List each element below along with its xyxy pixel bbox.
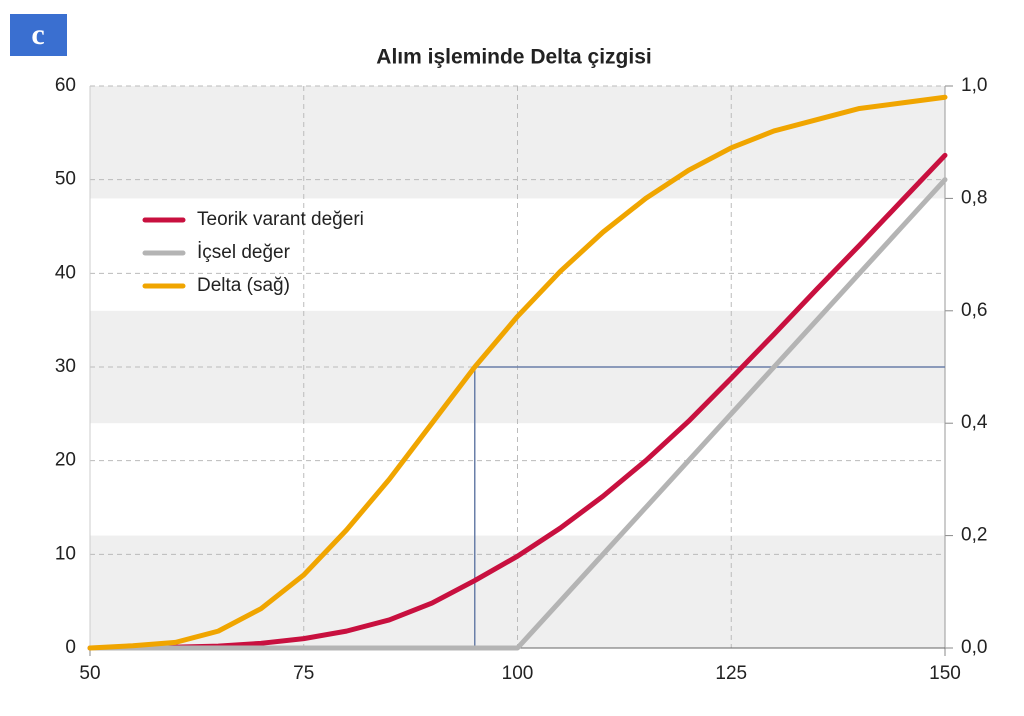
series-line xyxy=(87,152,948,651)
x-tick-label: 100 xyxy=(502,663,534,684)
y-tick-label: 40 xyxy=(55,262,76,283)
y-tick-label: 10 xyxy=(55,543,76,564)
y2-tick-label: 0,4 xyxy=(961,412,988,433)
y-tick-label: 60 xyxy=(55,75,76,96)
x-tick-label: 50 xyxy=(79,663,100,684)
y2-tick-label: 0,0 xyxy=(961,637,987,658)
series-line xyxy=(87,177,948,651)
x-tick-label: 150 xyxy=(929,663,961,684)
y-tick-label: 20 xyxy=(55,450,76,471)
x-tick-label: 125 xyxy=(715,663,747,684)
chart-title: Alım işleminde Delta çizgisi xyxy=(376,46,651,69)
y-tick-label: 50 xyxy=(55,169,76,190)
y-tick-label: 30 xyxy=(55,356,76,377)
y2-tick-label: 1,0 xyxy=(961,75,987,96)
x-tick-label: 75 xyxy=(293,663,314,684)
y2-tick-label: 0,2 xyxy=(961,525,987,546)
logo-box xyxy=(10,14,67,56)
y2-tick-label: 0,8 xyxy=(961,187,987,208)
legend-label: Delta (sağ) xyxy=(197,275,290,296)
legend-label: Teorik varant değeri xyxy=(197,209,364,230)
y2-tick-label: 0,6 xyxy=(961,300,987,321)
y-tick-label: 0 xyxy=(65,637,76,658)
series-line xyxy=(87,94,948,651)
legend-label: İçsel değer xyxy=(197,242,291,263)
logo: c xyxy=(31,18,44,51)
